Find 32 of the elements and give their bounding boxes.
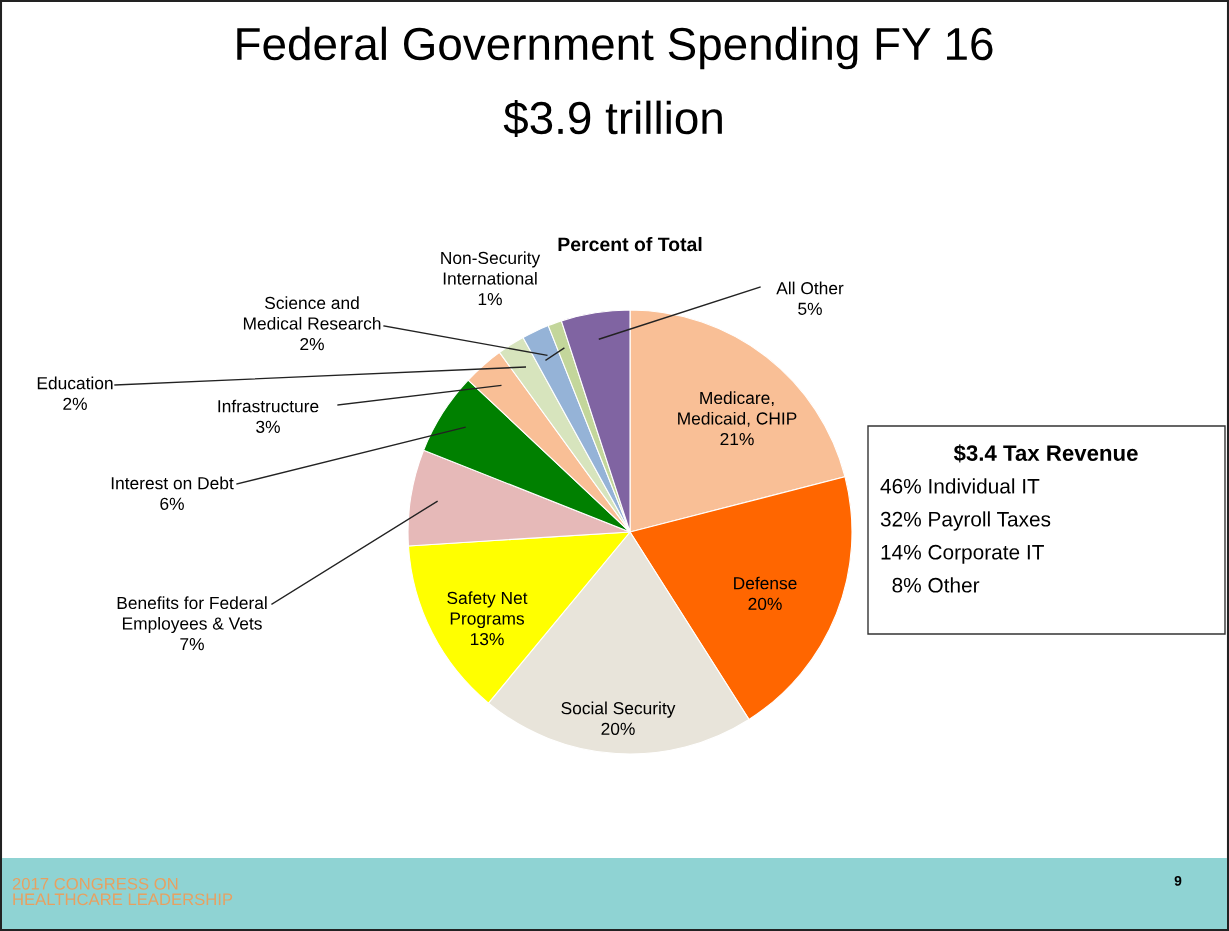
text: 14% Corporate IT [881,544,1044,564]
text: 8% Other [892,577,980,593]
text: 2017 CONGRESS ON HEALTHCARE LEADERSHIP [12,877,233,906]
slice-label: Defense [734,576,797,590]
slice-label: Infrastructure [218,399,319,413]
slice-label: Non-Security International [441,251,541,285]
slice-label: Interest on Debt [111,476,234,490]
data-label: 6% [160,497,184,510]
chart-title: Federal Government Spending FY 16 [237,26,993,70]
slice-label: Medicare, Medicaid, CHIP [678,391,797,427]
data-label: 20% [601,722,635,735]
data-label: 2% [63,397,87,410]
slice-label: Education [37,376,113,390]
data-label: 5% [798,302,822,315]
data-label: 21% [720,432,754,446]
data-label: 1% [478,293,502,306]
data-label: 20% [748,597,782,610]
data-label: 7% [180,638,204,651]
text: 46% Individual IT [880,478,1040,494]
legend-title: Percent of Total [558,236,702,252]
data-label: 13% [470,632,504,646]
text: $3.4 Tax Revenue [953,444,1138,463]
slice-label: Science and Medical Research [243,296,381,330]
text: 32% Payroll Taxes [880,511,1051,531]
data-label: 3% [256,420,280,433]
slice-label: Safety Net Programs [447,591,528,629]
text: 9 [1174,875,1182,886]
slice-label: All Other [776,281,844,295]
data-label: 2% [300,337,324,351]
slice-label: Benefits for Federal Employees & Vets [117,596,267,634]
slice-label: Social Security [561,701,676,718]
chart-subtitle: $3.9 trillion [503,99,722,138]
